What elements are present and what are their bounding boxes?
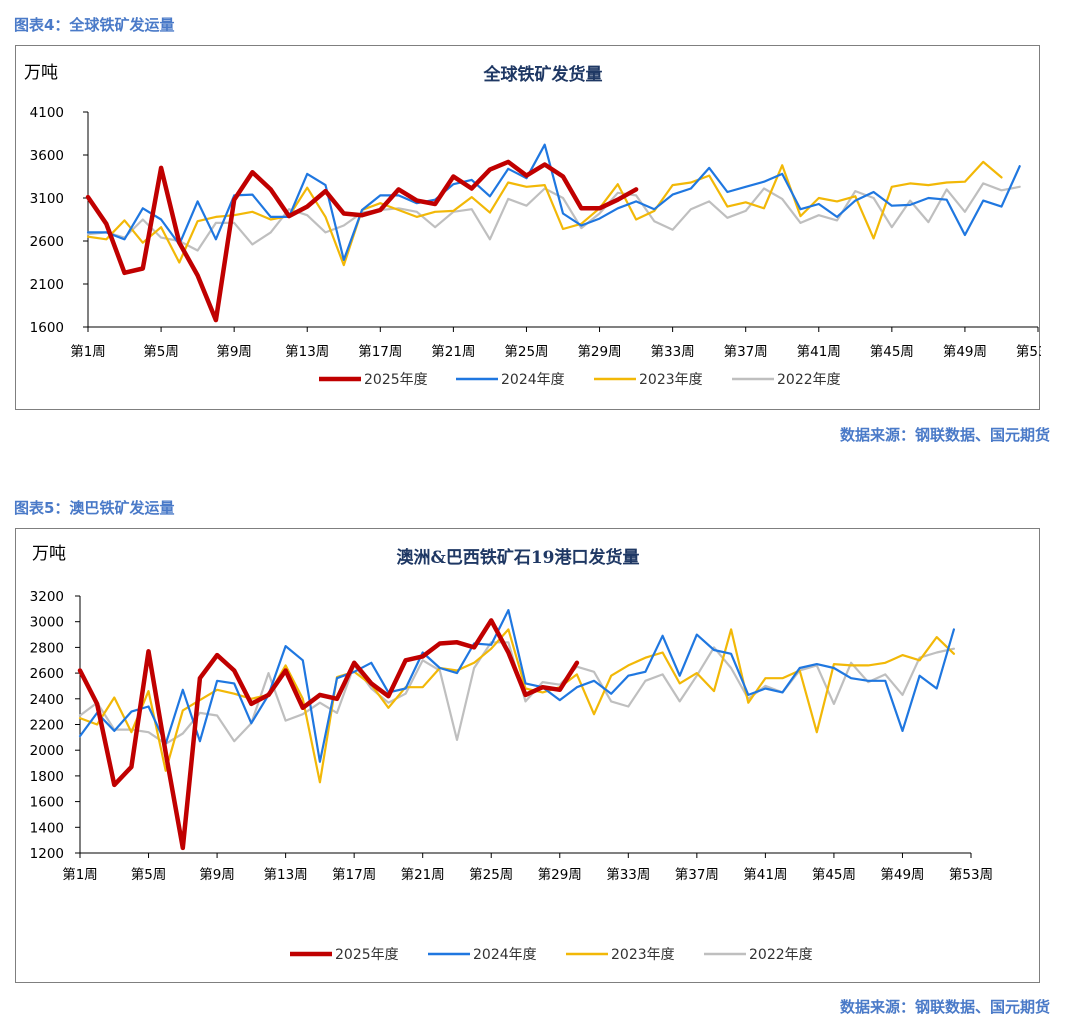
figure-5-caption: 图表5：澳巴铁矿发运量 — [14, 499, 175, 517]
x-tick-label: 第13周 — [285, 343, 329, 360]
figure-4-caption: 图表4：全球铁矿发运量 — [14, 16, 175, 34]
aus-bra-shipment-chart-panel: 澳洲&巴西铁矿石19港口发货量 万吨 1200 1400 1600 1800 2000 220… — [15, 528, 1040, 983]
legend-label: 2022年度 — [749, 947, 813, 963]
x-tick-label: 第29周 — [577, 343, 621, 360]
x-tick-label: 第29周 — [538, 866, 582, 883]
x-tick-label: 第17周 — [332, 866, 376, 883]
x-tick-label: 第41周 — [743, 866, 787, 883]
y-tick-label: 4100 — [30, 105, 64, 121]
y-tick-label: 1800 — [30, 769, 64, 785]
x-tick-label: 第53周 — [1016, 343, 1041, 360]
x-tick-label: 第1周 — [62, 866, 98, 883]
y-tick-label: 1600 — [30, 795, 64, 811]
x-tick-label: 第45周 — [812, 866, 856, 883]
series-line-2023年度 — [86, 160, 1003, 267]
x-tick-label: 第5周 — [131, 866, 167, 883]
x-tick-label: 第25周 — [469, 866, 513, 883]
x-tick-label: 第53周 — [949, 866, 993, 883]
x-tick-label: 第41周 — [797, 343, 841, 360]
series-line-2024年度 — [78, 608, 956, 763]
figure-4-source: 数据来源：钢联数据、国元期货 — [839, 426, 1050, 444]
x-tick-label: 第37周 — [675, 866, 719, 883]
y-tick-label: 3200 — [30, 589, 64, 605]
series-line-2022年度 — [86, 182, 1021, 252]
y-tick-label: 1400 — [30, 820, 64, 836]
legend-label: 2024年度 — [501, 372, 565, 388]
y-tick-label: 2600 — [30, 666, 64, 682]
series-line-2024年度 — [86, 143, 1021, 261]
y-tick-label: 2400 — [30, 692, 64, 708]
series-line-2025年度 — [85, 159, 639, 323]
y-tick-label: 2100 — [30, 277, 64, 293]
y-tick-label: 3600 — [30, 148, 64, 164]
y-tick-label: 2200 — [30, 718, 64, 734]
y-unit-label: 万吨 — [24, 63, 58, 83]
legend-label: 2023年度 — [611, 947, 675, 963]
legend-label: 2025年度 — [335, 947, 399, 963]
legend-label: 2022年度 — [777, 372, 841, 388]
x-tick-label: 第25周 — [504, 343, 548, 360]
chart-title: 全球铁矿发货量 — [483, 64, 603, 85]
y-tick-label: 1600 — [30, 320, 64, 336]
chart-title: 澳洲&巴西铁矿石19港口发货量 — [396, 547, 639, 568]
series-line-2023年度 — [78, 628, 956, 784]
legend-label: 2024年度 — [473, 947, 537, 963]
x-tick-label: 第17周 — [358, 343, 402, 360]
global-shipment-chart-panel: 全球铁矿发货量 万吨 1600 2100 2600 3100 3600 4100 第1周 第5周 第… — [15, 45, 1041, 410]
figure-5-source: 数据来源：钢联数据、国元期货 — [839, 998, 1050, 1016]
x-tick-label: 第1周 — [70, 343, 106, 360]
x-tick-label: 第9周 — [199, 866, 235, 883]
x-tick-label: 第49周 — [943, 343, 987, 360]
y-tick-label: 2600 — [30, 234, 64, 250]
x-tick-label: 第33周 — [651, 343, 695, 360]
x-tick-label: 第45周 — [870, 343, 914, 360]
y-tick-label: 2800 — [30, 640, 64, 656]
y-unit-label: 万吨 — [32, 544, 66, 564]
y-tick-label: 1200 — [30, 846, 64, 862]
series-line-2025年度 — [77, 618, 580, 851]
x-tick-label: 第5周 — [143, 343, 179, 360]
x-tick-label: 第49周 — [880, 866, 924, 883]
x-tick-label: 第21周 — [401, 866, 445, 883]
aus-bra-shipment-chart: 澳洲&巴西铁矿石19港口发货量 万吨 1200 1400 1600 1800 2000 220… — [30, 544, 993, 963]
legend-label: 2023年度 — [639, 372, 703, 388]
y-tick-label: 3000 — [30, 615, 64, 631]
x-tick-label: 第21周 — [431, 343, 475, 360]
x-tick-label: 第9周 — [216, 343, 252, 360]
y-tick-label: 2000 — [30, 743, 64, 759]
x-tick-label: 第33周 — [606, 866, 650, 883]
x-tick-label: 第13周 — [264, 866, 308, 883]
x-tick-label: 第37周 — [724, 343, 768, 360]
legend-label: 2025年度 — [364, 372, 428, 388]
y-tick-label: 3100 — [30, 191, 64, 207]
global-shipment-chart: 全球铁矿发货量 万吨 1600 2100 2600 3100 3600 4100 第1周 第5周 第… — [24, 63, 1041, 388]
